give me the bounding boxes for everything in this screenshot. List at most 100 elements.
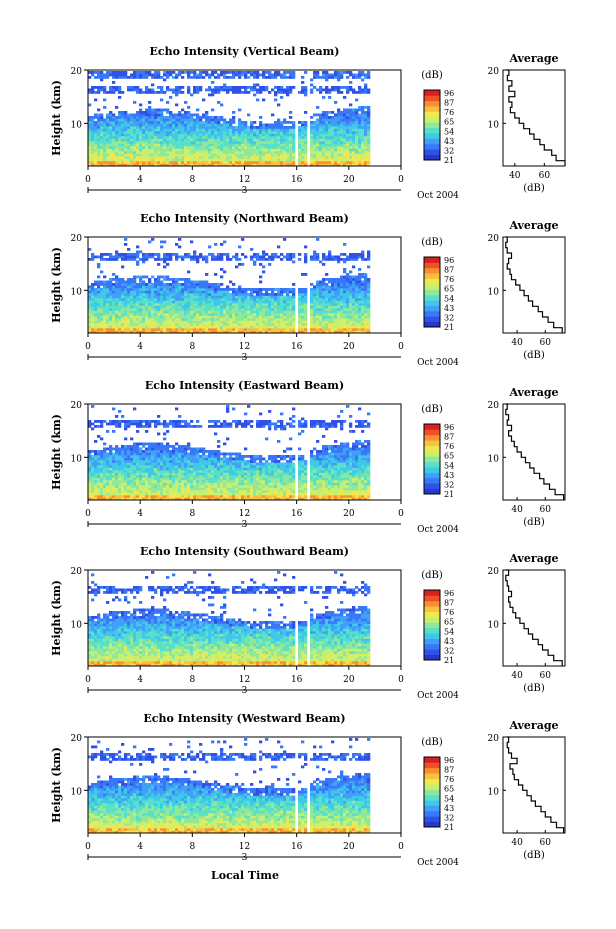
heatmap-cell (154, 308, 158, 311)
heatmap-cell (259, 136, 263, 139)
heatmap-cell (268, 73, 272, 77)
heatmap-cell (364, 283, 368, 286)
heatmap-cell (127, 118, 131, 122)
heatmap-cell (205, 138, 209, 142)
heatmap-cell (139, 325, 143, 329)
heatmap-cell (337, 128, 341, 132)
heatmap-cell (364, 118, 368, 122)
heatmap-cell (100, 78, 104, 82)
heatmap-cell (205, 136, 209, 139)
heatmap-cell (232, 308, 236, 311)
heatmap-cell (355, 278, 359, 281)
heatmap-cell (310, 295, 314, 299)
heatmap-cell (163, 253, 167, 256)
heatmap-cell (100, 118, 104, 122)
heatmap-cell (289, 121, 293, 124)
heatmap-cell (226, 143, 230, 147)
heatmap-cell (253, 260, 257, 264)
heatmap-cell (163, 258, 167, 261)
heatmap-cell (253, 161, 257, 164)
heatmap-cell (241, 71, 245, 74)
heatmap-cell (253, 143, 257, 147)
heatmap-cell (199, 255, 203, 259)
average-title: Average (508, 52, 558, 65)
heatmap-cell (166, 275, 170, 279)
heatmap-cell (322, 490, 326, 493)
heatmap-cell (160, 315, 164, 319)
heatmap-cell (178, 86, 182, 89)
heatmap-cell (199, 497, 203, 501)
heatmap-cell (175, 128, 179, 132)
heatmap-cell (175, 113, 179, 117)
heatmap-cell (205, 320, 209, 324)
heatmap-cell (205, 158, 209, 162)
heatmap-cell (142, 123, 146, 127)
heatmap-cell (358, 141, 362, 144)
heatmap-cell (313, 123, 317, 127)
heatmap-cell (364, 318, 368, 321)
heatmap-cell (313, 138, 317, 142)
heatmap-cell (325, 116, 329, 119)
heatmap-cell (169, 128, 173, 132)
heatmap-cell (265, 318, 269, 321)
heatmap-cell (286, 161, 290, 164)
heatmap-cell (343, 315, 347, 319)
heatmap-cell (208, 490, 212, 493)
heatmap-cell (184, 280, 188, 284)
heatmap-cell (178, 116, 182, 119)
heatmap-cell (361, 131, 365, 134)
heatmap-cell (241, 325, 245, 329)
heatmap-cell (292, 308, 296, 311)
heatmap-cell (232, 148, 236, 152)
heatmap-cell (163, 240, 167, 244)
heatmap-cell (232, 153, 236, 157)
heatmap-cell (367, 161, 371, 164)
x-tick-label: 4 (137, 175, 143, 185)
heatmap-cell (148, 492, 152, 496)
heatmap-cell (292, 298, 296, 301)
heatmap-cell (286, 121, 290, 124)
heatmap-cell (367, 278, 371, 281)
heatmap-cell (145, 126, 149, 129)
heatmap-cell (208, 73, 212, 77)
heatmap-cell (133, 76, 137, 79)
heatmap-cell (145, 131, 149, 134)
heatmap-cell (166, 308, 170, 311)
heatmap-cell (283, 310, 287, 314)
heatmap-cell (226, 255, 230, 259)
heatmap-cell (196, 108, 200, 112)
heatmap-cell (298, 141, 302, 144)
heatmap-cell (100, 270, 104, 274)
heatmap-cell (94, 330, 98, 334)
heatmap-cell (211, 126, 215, 129)
heatmap-cell (145, 300, 149, 304)
heatmap-cell (316, 146, 320, 149)
heatmap-cell (349, 143, 353, 147)
heatmap-cell (313, 126, 317, 129)
heatmap-cell (301, 290, 305, 294)
heatmap-cell (352, 323, 356, 326)
heatmap-cell (172, 153, 176, 157)
heatmap-cell (196, 497, 200, 501)
heatmap-cell (172, 315, 176, 319)
heatmap-cell (127, 151, 131, 154)
heatmap-cell (304, 71, 308, 74)
heatmap-cell (163, 108, 167, 112)
heatmap-cell (232, 131, 236, 134)
heatmap-cell (292, 131, 296, 134)
heatmap-cell (172, 295, 176, 299)
heatmap-cell (208, 88, 212, 92)
heatmap-cell (112, 133, 116, 137)
heatmap-cell (88, 288, 92, 291)
heatmap-cell (319, 310, 323, 314)
heatmap-cell (148, 288, 152, 291)
heatmap-cell (97, 151, 101, 154)
heatmap-cell (238, 141, 242, 144)
heatmap-cell (283, 315, 287, 319)
heatmap-cell (232, 315, 236, 319)
heatmap-cell (136, 283, 140, 286)
heatmap-cell (178, 73, 182, 77)
heatmap-cell (229, 143, 233, 147)
heatmap-cell (166, 323, 170, 326)
heatmap-cell (208, 121, 212, 124)
